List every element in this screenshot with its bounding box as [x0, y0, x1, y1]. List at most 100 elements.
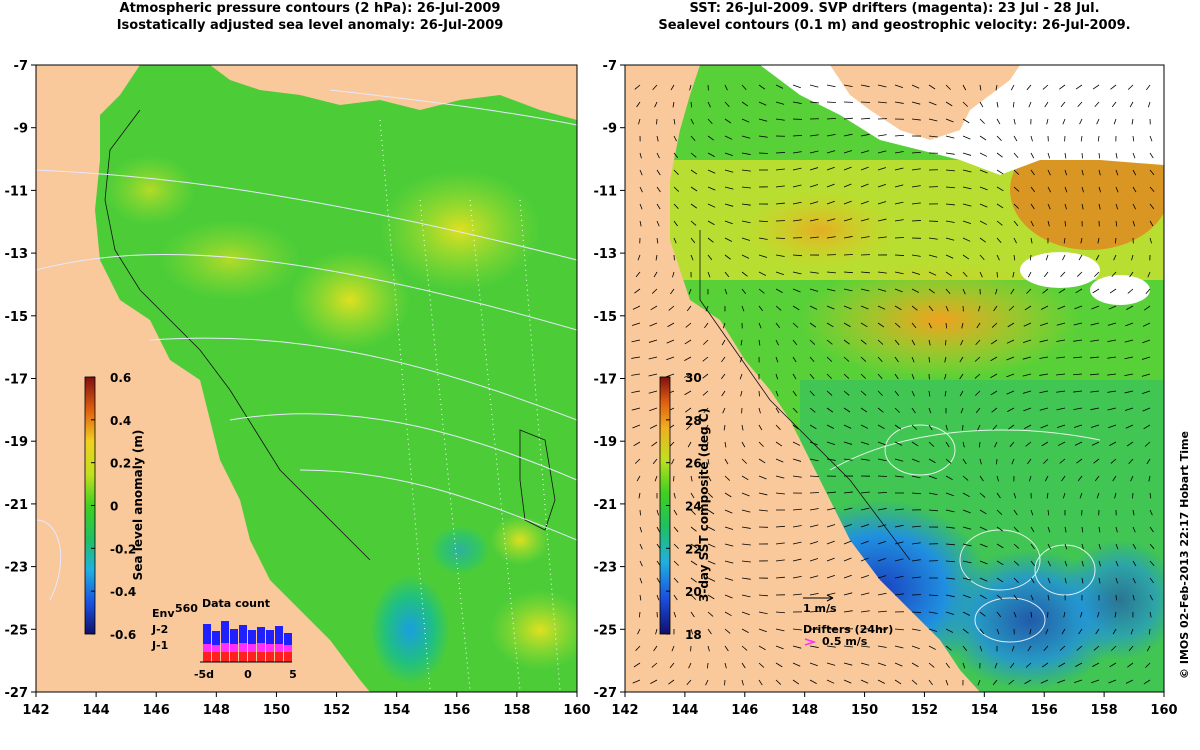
- velocity-arrow: [1061, 628, 1066, 635]
- velocity-arrow: [639, 526, 643, 533]
- velocity-arrow: [1022, 356, 1032, 360]
- velocity-arrow: [1149, 509, 1153, 516]
- velocity-arrow: [1013, 186, 1020, 192]
- velocity-arrow: [1145, 288, 1151, 295]
- velocity-arrow: [1094, 101, 1100, 108]
- velocity-arrow: [639, 169, 643, 176]
- velocity-arrow: [1096, 118, 1100, 125]
- velocity-arrow: [741, 594, 751, 598]
- velocity-arrow: [1097, 237, 1100, 244]
- velocity-arrow: [1114, 611, 1117, 618]
- velocity-arrow: [826, 288, 836, 292]
- velocity-arrow: [1142, 407, 1151, 412]
- velocity-arrow: [995, 84, 998, 91]
- velocity-arrow: [1064, 220, 1066, 227]
- velocity-arrow: [1013, 203, 1019, 209]
- velocity-arrow: [996, 526, 1004, 532]
- velocity-arrow: [775, 373, 779, 380]
- velocity-arrow: [1142, 322, 1151, 327]
- velocity-arrow: [1080, 135, 1083, 142]
- left-ytick-label: -21: [5, 498, 29, 513]
- velocity-arrow: [809, 218, 819, 222]
- velocity-arrow: [1039, 356, 1049, 359]
- velocity-arrow: [843, 200, 852, 205]
- left-ytick-label: -11: [5, 184, 29, 199]
- velocity-arrow: [775, 492, 785, 495]
- velocity-arrow: [758, 305, 764, 312]
- velocity-arrow: [826, 166, 835, 171]
- data-count-bar: [266, 644, 274, 652]
- velocity-arrow: [877, 524, 887, 528]
- velocity-arrow: [894, 390, 900, 397]
- velocity-arrow: [826, 117, 836, 120]
- sst-colorbar-label: 3-day SST composite (deg C): [697, 408, 711, 602]
- velocity-arrow: [741, 577, 751, 580]
- velocity-arrow: [979, 203, 988, 208]
- velocity-arrow: [741, 237, 751, 241]
- velocity-arrow: [996, 492, 1001, 499]
- data-count-title: Data count: [202, 597, 270, 610]
- right-ytick-label: -7: [603, 59, 617, 74]
- velocity-arrow: [1063, 611, 1066, 618]
- velocity-arrow: [1028, 101, 1032, 108]
- velocity-arrow: [1132, 152, 1136, 159]
- velocity-arrow: [792, 525, 802, 528]
- velocity-arrow: [860, 117, 870, 120]
- velocity-arrow: [1107, 322, 1117, 326]
- velocity-arrow: [740, 390, 743, 397]
- velocity-arrow: [979, 645, 983, 652]
- velocity-arrow: [1098, 577, 1101, 584]
- velocity-arrow: [928, 101, 937, 106]
- velocity-arrow: [974, 373, 981, 379]
- velocity-arrow: [1126, 305, 1134, 310]
- data-count-bar: [239, 625, 247, 643]
- velocity-arrow: [894, 101, 904, 104]
- velocity-arrow: [809, 610, 819, 613]
- velocity-arrow: [877, 183, 886, 188]
- velocity-arrow: [1079, 492, 1083, 499]
- velocity-arrow: [758, 254, 768, 258]
- data-count-bar: [239, 652, 247, 662]
- velocity-arrow: [669, 662, 675, 669]
- velocity-arrow: [860, 491, 870, 494]
- velocity-arrow: [1115, 577, 1118, 584]
- velocity-arrow: [962, 271, 968, 278]
- velocity-arrow: [928, 118, 938, 122]
- left-ytick-label: -17: [5, 373, 29, 388]
- velocity-arrow: [1064, 577, 1067, 584]
- velocity-arrow: [843, 592, 853, 596]
- right-xtick-label: 160: [1150, 703, 1177, 718]
- velocity-arrow: [809, 322, 817, 328]
- velocity-arrow: [1047, 526, 1051, 533]
- velocity-arrow: [741, 628, 749, 634]
- velocity-arrow: [722, 322, 726, 329]
- velocity-arrow: [1013, 594, 1018, 601]
- velocity-arrow: [945, 254, 954, 259]
- velocity-arrow: [668, 305, 675, 311]
- left-title-line1: Atmospheric pressure contours (2 hPa): 2…: [119, 1, 501, 16]
- velocity-arrow: [945, 271, 953, 277]
- velocity-arrow: [792, 151, 802, 154]
- velocity-arrow: [809, 524, 819, 528]
- velocity-arrow: [1142, 339, 1151, 344]
- velocity-arrow: [1040, 305, 1049, 310]
- velocity-arrow: [758, 492, 768, 496]
- velocity-arrow: [653, 645, 658, 652]
- velocity-arrow: [1047, 186, 1052, 193]
- velocity-arrow: [741, 424, 744, 431]
- velocity-arrow: [741, 441, 746, 448]
- velocity-arrow: [1013, 169, 1020, 175]
- velocity-arrow: [945, 237, 955, 241]
- velocity-arrow: [1006, 390, 1015, 395]
- velocity-arrow: [826, 524, 836, 528]
- velocity-arrow: [894, 219, 904, 222]
- velocity-arrow: [860, 271, 870, 274]
- velocity-arrow: [944, 390, 947, 397]
- velocity-arrow: [860, 679, 869, 684]
- velocity-arrow: [843, 373, 850, 379]
- sla-colorbar-tick-label: 0.4: [110, 414, 131, 428]
- velocity-arrow: [1098, 526, 1101, 533]
- velocity-arrow: [928, 594, 938, 597]
- velocity-arrow: [911, 645, 920, 650]
- right-xtick-label: 156: [1031, 703, 1058, 718]
